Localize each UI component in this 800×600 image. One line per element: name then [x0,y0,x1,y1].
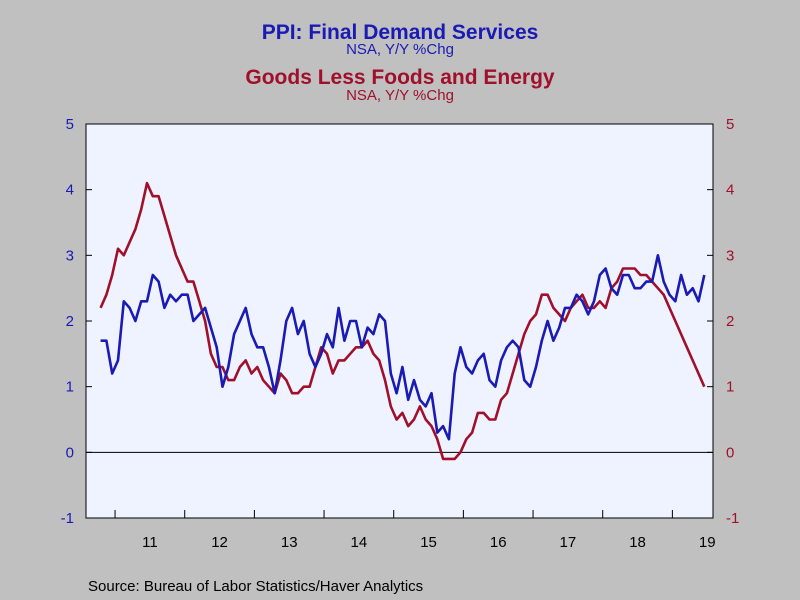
y-right-tick-label: 3 [726,247,734,264]
chart-subtitle-2: NSA, Y/Y %Chg [346,87,454,104]
chart-title: PPI: Final Demand Services [261,21,539,44]
series-line-goods [99,181,706,461]
y-left-tick-label: -1 [61,510,74,527]
chart-title-2: Goods Less Foods and Energy [245,66,555,89]
y-right-tick-label: 5 [726,116,734,133]
y-right-tick-label: 0 [726,444,734,461]
series-line-services [100,254,706,441]
x-tick-label: 13 [281,534,298,551]
y-left-tick-label: 4 [66,182,74,199]
y-left-tick-label: 1 [66,379,74,396]
y-right-tick-label: 4 [726,182,734,199]
y-left-tick-label: 0 [66,444,74,461]
y-right-tick-label: -1 [726,510,739,527]
y-right-tick-label: 1 [726,379,734,396]
ticks-layer: 5 4 3 2 1 0 -1 5 4 3 2 1 0 -1 11 12 13 14 15 16 17 18 19 [61,116,740,551]
x-tick-label: 14 [351,534,368,551]
x-tick-label: 16 [490,534,507,551]
source-note: Source: Bureau of Labor Statistics/Haver… [88,578,424,595]
chart-subtitle: NSA, Y/Y %Chg [346,41,454,58]
x-tick-label: 19 [699,534,716,551]
y-left-tick-label: 3 [66,247,74,264]
series-layer [99,181,706,461]
x-tick-label: 11 [142,534,158,551]
y-right-tick-label: 2 [726,313,734,330]
x-tick-label: 17 [560,534,577,551]
plot-area [86,124,713,518]
plot-frame [85,123,714,519]
x-tick-label: 15 [420,534,437,551]
y-left-tick-label: 2 [66,313,74,330]
y-left-tick-label: 5 [66,116,74,133]
x-tick-label: 18 [629,534,646,551]
x-tick-label: 12 [211,534,228,551]
